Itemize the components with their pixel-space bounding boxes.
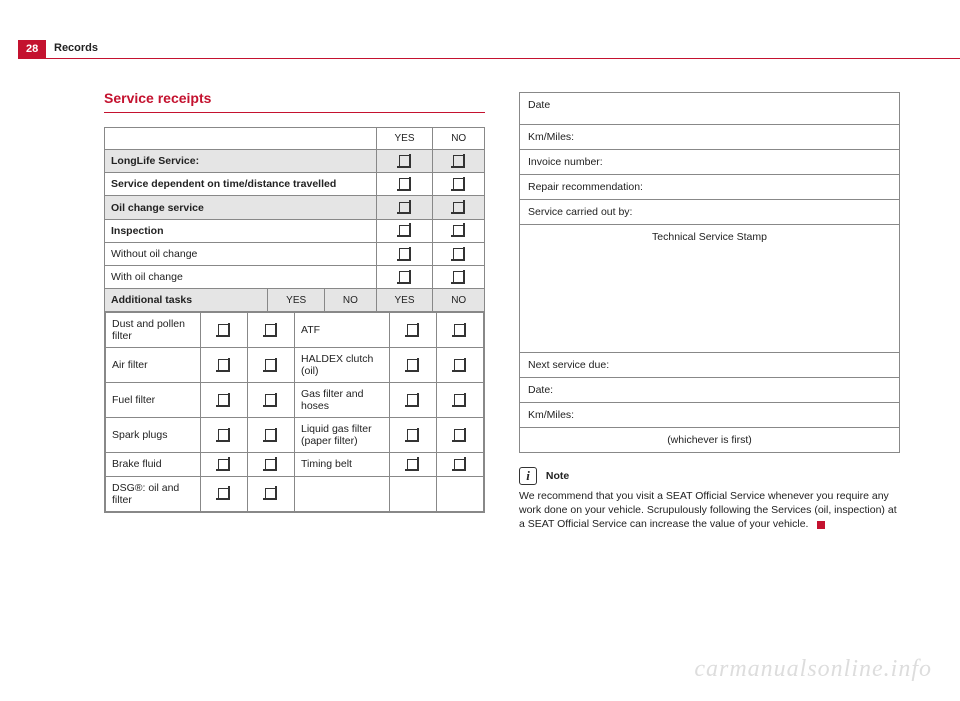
checkbox-no[interactable] (247, 418, 294, 453)
task-label: Dust and pollen filter (106, 313, 201, 348)
checkbox-yes[interactable] (200, 476, 247, 511)
service-checklist-table: YES NO LongLife Service:Service dependen… (104, 127, 485, 513)
service-row-label: Oil change service (105, 196, 377, 219)
page-number-badge: 28 (18, 40, 46, 58)
checkbox-yes[interactable] (376, 219, 433, 242)
checkbox-no[interactable] (433, 266, 485, 289)
service-row-label: Inspection (105, 219, 377, 242)
service-row: Oil change service (105, 196, 485, 219)
task-row: Air filter HALDEX clutch (oil) (106, 348, 484, 383)
service-row-label: With oil change (105, 266, 377, 289)
service-record-form: Date Km/Miles: Invoice number: Repair re… (519, 92, 900, 453)
checkbox-yes[interactable] (200, 348, 247, 383)
task-label: DSG®: oil and filter (106, 476, 201, 511)
checkbox-yes[interactable] (376, 173, 433, 196)
note-title: Note (546, 470, 569, 482)
checkbox-yes (389, 476, 436, 511)
watermark: carmanualsonline.info (694, 656, 932, 683)
info-icon: i (519, 467, 537, 485)
checkbox-no[interactable] (436, 348, 483, 383)
checkbox-no[interactable] (433, 219, 485, 242)
checkbox-no[interactable] (247, 348, 294, 383)
service-row-label: Without oil change (105, 242, 377, 265)
left-column: Service receipts YES NO LongLife Service… (104, 90, 485, 532)
field-date: Date (520, 93, 900, 125)
task-label: ATF (295, 313, 390, 348)
task-row: Brake fluid Timing belt (106, 453, 484, 476)
task-row: Spark plugs Liquid gas filter (paper filt… (106, 418, 484, 453)
note-block: i Note We recommend that you visit a SEA… (519, 467, 900, 532)
checkbox-no[interactable] (247, 313, 294, 348)
service-row: LongLife Service: (105, 150, 485, 173)
col-header-yes: YES (268, 289, 325, 312)
checkbox-yes[interactable] (376, 150, 433, 173)
col-header-no: NO (325, 289, 377, 312)
checkbox-yes[interactable] (200, 453, 247, 476)
checkbox-no[interactable] (436, 453, 483, 476)
checkbox-no[interactable] (433, 150, 485, 173)
checkbox-no (436, 476, 483, 511)
note-body: We recommend that you visit a SEAT Offic… (519, 490, 897, 530)
task-row: DSG®: oil and filter (106, 476, 484, 511)
checkbox-no[interactable] (247, 383, 294, 418)
checkbox-yes[interactable] (389, 383, 436, 418)
additional-tasks-header: Additional tasks (105, 289, 268, 312)
field-date-2: Date: (520, 378, 900, 403)
service-row-label: Service dependent on time/distance trave… (105, 173, 377, 196)
checkbox-no[interactable] (247, 453, 294, 476)
checkbox-yes[interactable] (389, 453, 436, 476)
task-label: Liquid gas filter (paper filter) (295, 418, 390, 453)
checkbox-no[interactable] (436, 313, 483, 348)
task-label: Fuel filter (106, 383, 201, 418)
field-km-miles-2: Km/Miles: (520, 403, 900, 428)
task-label: Spark plugs (106, 418, 201, 453)
col-header-yes: YES (376, 128, 433, 150)
checkbox-yes[interactable] (200, 418, 247, 453)
field-repair-recommendation: Repair recommendation: (520, 175, 900, 200)
checkbox-yes[interactable] (376, 242, 433, 265)
header-rule (18, 58, 960, 59)
checkbox-no[interactable] (436, 383, 483, 418)
checkbox-no[interactable] (433, 196, 485, 219)
col-header-no: NO (433, 128, 485, 150)
task-label: Timing belt (295, 453, 390, 476)
checkbox-yes[interactable] (376, 266, 433, 289)
task-row: Fuel filter Gas filter and hoses (106, 383, 484, 418)
content-area: Service receipts YES NO LongLife Service… (104, 90, 900, 532)
field-technical-service-stamp: Technical Service Stamp (520, 225, 900, 353)
service-row: Inspection (105, 219, 485, 242)
task-label: Gas filter and hoses (295, 383, 390, 418)
checkbox-no[interactable] (433, 173, 485, 196)
right-column: Date Km/Miles: Invoice number: Repair re… (519, 90, 900, 532)
checkbox-yes[interactable] (389, 418, 436, 453)
checkbox-yes[interactable] (200, 383, 247, 418)
field-invoice-number: Invoice number: (520, 150, 900, 175)
checkbox-yes[interactable] (389, 348, 436, 383)
field-whichever-first: (whichever is first) (520, 428, 900, 453)
field-km-miles: Km/Miles: (520, 125, 900, 150)
field-next-service-due: Next service due: (520, 353, 900, 378)
checkbox-no[interactable] (247, 476, 294, 511)
end-of-section-icon (817, 521, 825, 529)
field-service-carried-out-by: Service carried out by: (520, 200, 900, 225)
chapter-title: Records (54, 42, 98, 54)
checkbox-no[interactable] (436, 418, 483, 453)
service-row: Without oil change (105, 242, 485, 265)
checkbox-yes[interactable] (376, 196, 433, 219)
task-label: HALDEX clutch (oil) (295, 348, 390, 383)
col-header-yes: YES (376, 289, 433, 312)
task-row: Dust and pollen filter ATF (106, 313, 484, 348)
col-header-no: NO (433, 289, 485, 312)
checkbox-yes[interactable] (389, 313, 436, 348)
section-title: Service receipts (104, 90, 485, 106)
task-label (295, 476, 390, 511)
task-label: Air filter (106, 348, 201, 383)
service-row: Service dependent on time/distance trave… (105, 173, 485, 196)
checkbox-no[interactable] (433, 242, 485, 265)
service-row: With oil change (105, 266, 485, 289)
task-label: Brake fluid (106, 453, 201, 476)
checkbox-yes[interactable] (200, 313, 247, 348)
section-title-rule (104, 112, 485, 113)
service-row-label: LongLife Service: (105, 150, 377, 173)
